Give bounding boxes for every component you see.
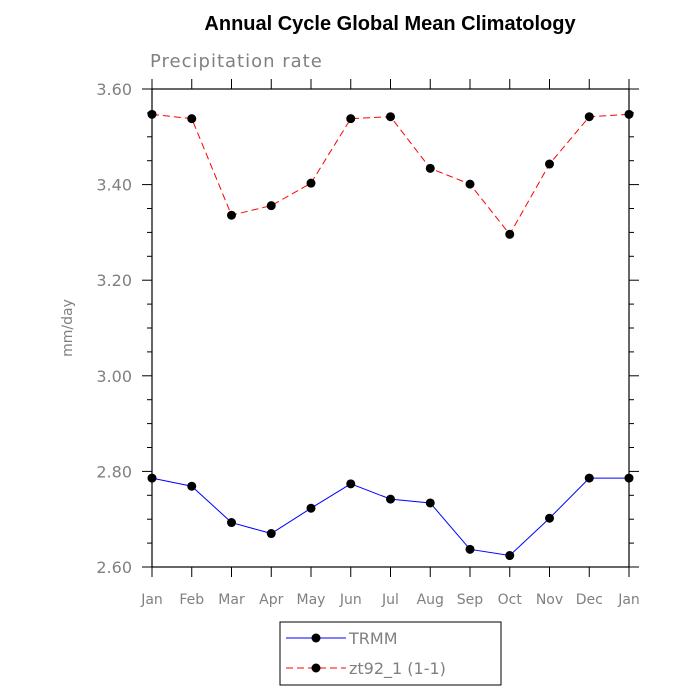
series-line-1 <box>151 113 630 236</box>
x-tick-label: Sep <box>457 592 484 608</box>
legend-label-0: TRMM <box>348 629 398 648</box>
x-tick-label: Aug <box>417 592 444 608</box>
data-point-series-1 <box>227 210 236 220</box>
data-point-series-0 <box>306 503 316 513</box>
data-point-series-0 <box>266 529 276 539</box>
x-tick-label: Apr <box>259 592 283 608</box>
x-tick-label: Jul <box>381 592 399 608</box>
data-point-series-0 <box>624 473 634 483</box>
data-point-series-1 <box>147 109 157 119</box>
data-point-series-0 <box>227 518 236 528</box>
legend-label-1: zt92_1 (1-1) <box>349 659 446 679</box>
y-axis-title: mm/day <box>60 299 76 357</box>
data-point-series-1 <box>545 159 554 169</box>
data-point-series-1 <box>465 179 475 189</box>
legend-box <box>279 621 502 686</box>
y-tick-label: 3.40 <box>96 176 132 195</box>
data-point-series-1 <box>187 114 197 124</box>
x-tick-label: Dec <box>576 592 603 608</box>
y-tick-label: 3.00 <box>96 367 132 386</box>
x-tick-label: May <box>297 592 326 608</box>
data-point-series-0 <box>346 479 356 489</box>
x-tick-label: Mar <box>218 592 245 608</box>
data-point-series-0 <box>187 481 197 491</box>
y-tick-label: 2.80 <box>96 462 132 481</box>
plot-area: 2.60 2.80 3.00 3.20 3.40 3.60 Jan Feb Mar Apr May J… <box>96 79 640 608</box>
data-point-series-0 <box>386 494 395 504</box>
data-point-series-0 <box>147 473 157 483</box>
data-point-series-1 <box>266 201 276 211</box>
data-point-series-1 <box>505 229 515 239</box>
chart-subtitle: Precipitation rate <box>150 51 323 72</box>
data-point-series-1 <box>346 114 356 124</box>
data-point-series-1 <box>306 178 316 188</box>
chart-title: Annual Cycle Global Mean Climatology <box>204 13 576 35</box>
data-point-series-0 <box>505 551 515 561</box>
x-tick-label: Jan <box>140 592 163 608</box>
data-point-series-0 <box>545 513 554 523</box>
x-tick-label: Oct <box>498 592 523 608</box>
data-point-series-0 <box>584 473 594 483</box>
x-tick-label: Jun <box>339 592 362 608</box>
data-point-series-1 <box>584 112 594 122</box>
data-point-series-1 <box>425 163 435 173</box>
x-tick-label: Feb <box>179 592 204 608</box>
legend: TRMM zt92_1 (1-1) <box>279 621 502 686</box>
legend-marker-0 <box>311 633 321 643</box>
data-point-series-1 <box>624 109 634 119</box>
x-tick-label: Jan <box>617 592 640 608</box>
y-tick-label: 3.20 <box>96 271 132 290</box>
legend-marker-1 <box>311 663 321 673</box>
data-point-series-0 <box>465 544 475 554</box>
data-point-series-1 <box>386 112 395 122</box>
data-point-series-0 <box>425 498 435 508</box>
y-tick-label: 2.60 <box>96 558 132 577</box>
y-tick-label: 3.60 <box>96 80 132 99</box>
x-tick-label: Nov <box>536 592 563 608</box>
series-line-0 <box>151 477 629 557</box>
